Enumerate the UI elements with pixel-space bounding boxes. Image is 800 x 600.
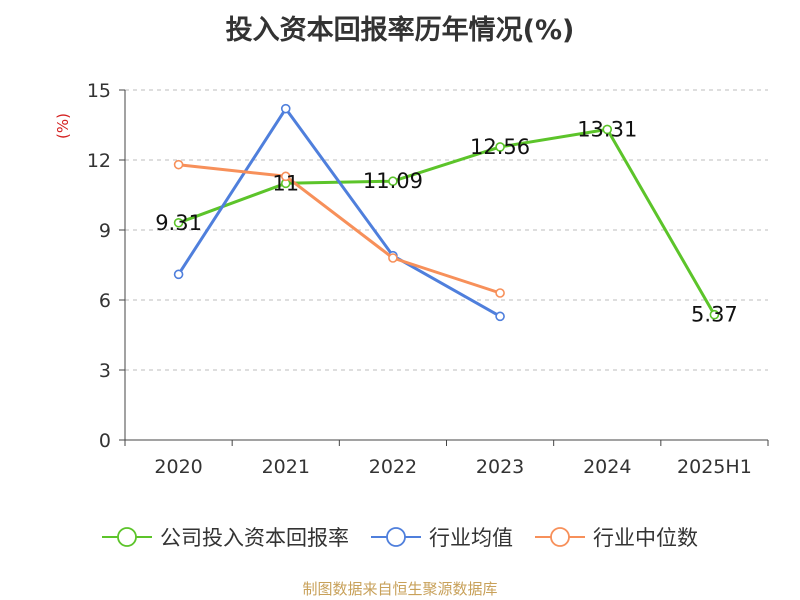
data-point xyxy=(709,309,720,320)
series-line-2 xyxy=(178,163,501,295)
y-tick-label: 6 xyxy=(99,290,111,312)
x-tick-label: 2021 xyxy=(262,456,310,478)
series-lines xyxy=(173,103,720,322)
data-point xyxy=(173,159,184,170)
data-point xyxy=(602,124,613,135)
data-point xyxy=(495,142,505,152)
legend-marker-2 xyxy=(550,527,570,547)
series-line-1 xyxy=(177,107,501,318)
y-tick-label: 15 xyxy=(87,80,111,102)
x-tick-label: 2020 xyxy=(154,456,202,478)
data-point xyxy=(280,103,291,114)
legend: 公司投入资本回报率 行业均值 行业中位数 xyxy=(102,526,698,550)
data-label: 11.09 xyxy=(363,169,423,193)
data-labels: 9.31 11 11.09 12.56 13.31 5.37 xyxy=(155,117,738,326)
legend-label: 行业中位数 xyxy=(593,526,698,550)
legend-label: 行业均值 xyxy=(429,526,513,550)
y-tick-label: 0 xyxy=(99,430,111,452)
data-point xyxy=(173,269,184,280)
data-label: 9.31 xyxy=(155,211,202,235)
data-label: 12.56 xyxy=(470,135,530,159)
x-tick-label: 2025H1 xyxy=(677,456,752,478)
y-tick-label: 9 xyxy=(99,220,111,242)
data-point xyxy=(495,288,505,298)
data-point xyxy=(388,253,398,263)
grid-lines xyxy=(125,89,768,371)
legend-marker-0 xyxy=(117,527,137,547)
x-tick-label: 2023 xyxy=(476,456,524,478)
y-tick-label: 12 xyxy=(87,150,111,172)
data-point xyxy=(495,311,505,322)
x-tick-label: 2022 xyxy=(369,456,417,478)
data-point xyxy=(280,171,291,182)
data-point xyxy=(388,176,398,187)
y-axis-unit-label: (%) xyxy=(54,113,72,139)
series-line-0 xyxy=(178,127,716,316)
x-tick-label: 2024 xyxy=(583,456,631,478)
data-label: 11 xyxy=(272,171,299,195)
data-point xyxy=(173,217,184,228)
chart-title: 投入资本回报率历年情况(%) xyxy=(225,15,575,46)
data-label: 5.37 xyxy=(691,303,738,327)
source-note: 制图数据来自恒生聚源数据库 xyxy=(302,580,498,598)
axes: 0 3 6 9 12 15 2020 2021 2022 2023 2024 2025H1 xyxy=(87,80,769,478)
data-label: 13.31 xyxy=(577,117,637,141)
y-tick-label: 3 xyxy=(99,360,111,382)
legend-label: 公司投入资本回报率 xyxy=(160,526,349,550)
legend-marker-1 xyxy=(386,527,406,547)
